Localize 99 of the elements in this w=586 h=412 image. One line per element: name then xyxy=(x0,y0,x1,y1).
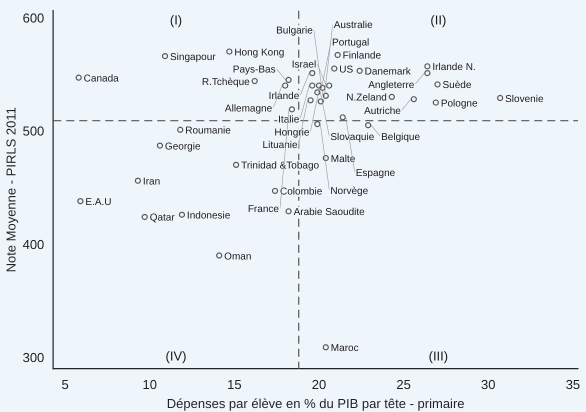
point xyxy=(322,154,329,162)
data-label: Lituanie xyxy=(262,140,298,152)
data-label: Italie xyxy=(278,114,300,126)
data-label: Pologne xyxy=(440,98,478,110)
data-label: Singapour xyxy=(170,52,216,63)
data-label: R.Tchèque xyxy=(202,76,250,88)
data-label: Canada xyxy=(84,73,120,84)
point xyxy=(497,94,504,102)
annotation: (IV) xyxy=(166,348,186,364)
point xyxy=(226,48,232,55)
y-tick-label: 600 xyxy=(22,10,44,26)
point xyxy=(288,106,296,112)
point xyxy=(322,92,329,99)
point xyxy=(331,65,338,72)
y-tick-label: 500 xyxy=(22,124,44,139)
data-label: Irlande N. xyxy=(432,62,476,74)
point xyxy=(309,82,316,89)
data-label: Australie xyxy=(334,20,374,32)
data-label: Israel xyxy=(292,59,316,70)
data-label: Colombie xyxy=(280,186,323,198)
data-label: Finlande xyxy=(342,50,382,62)
point xyxy=(285,76,292,84)
data-label: Norvège xyxy=(330,186,369,197)
point xyxy=(340,114,346,120)
point xyxy=(424,70,430,76)
data-label: Iran xyxy=(142,176,160,188)
data-label: Pays-Bas xyxy=(232,64,276,76)
point xyxy=(77,198,84,204)
data-label: Qatar xyxy=(150,212,176,224)
annotation: (II) xyxy=(430,12,446,28)
data-label: E.A.U xyxy=(85,196,112,208)
data-label: Oman xyxy=(224,251,252,262)
point xyxy=(388,94,395,100)
point xyxy=(178,212,186,218)
data-label: Angleterre xyxy=(368,80,415,91)
point xyxy=(216,252,222,259)
annotation: (I) xyxy=(170,12,182,28)
data-label: N.Zeland xyxy=(346,92,387,104)
data-label: Indonesie xyxy=(186,210,231,222)
point xyxy=(314,89,320,96)
data-label: US xyxy=(339,64,354,76)
point xyxy=(319,84,326,91)
point xyxy=(307,97,314,104)
y-tick-label: 300 xyxy=(22,350,44,366)
data-label: Slovaquie xyxy=(330,132,375,144)
data-label: Hongrie xyxy=(274,128,310,139)
data-label: Danemark xyxy=(364,66,412,78)
point xyxy=(142,214,148,220)
x-tick-label: 5 xyxy=(62,377,69,392)
x-tick-label: 30 xyxy=(481,377,496,392)
point xyxy=(309,70,316,76)
x-tick-label: 20 xyxy=(312,377,326,392)
point xyxy=(326,82,332,89)
point xyxy=(314,120,320,128)
data-label: Espagne xyxy=(356,168,396,180)
point xyxy=(356,68,363,74)
point xyxy=(318,98,324,105)
point xyxy=(252,78,258,84)
x-axis-title: Dépenses par élève en % du PIB par tête - primaire xyxy=(166,396,465,411)
point xyxy=(322,344,329,350)
data-label: Suède xyxy=(442,80,472,92)
data-label: Slovenie xyxy=(505,94,544,105)
data-label: Roumanie xyxy=(185,126,232,137)
point xyxy=(272,188,278,194)
point xyxy=(434,81,441,88)
data-label: Autriche xyxy=(364,106,402,117)
point xyxy=(316,82,322,89)
data-label: Trinidad &Tobago xyxy=(241,160,320,172)
point xyxy=(410,96,417,102)
point xyxy=(282,82,288,89)
data-label: Hong Kong xyxy=(234,47,284,58)
x-tick-label: 15 xyxy=(227,377,242,392)
point xyxy=(162,53,168,60)
y-tick-label: 400 xyxy=(22,236,44,252)
point xyxy=(76,74,82,81)
y-axis-title: Note Moyenne - PIRLS 2011 xyxy=(3,107,18,272)
x-tick-label: 10 xyxy=(142,377,158,392)
data-label: Georgie xyxy=(164,141,201,152)
data-label: France xyxy=(248,204,280,216)
data-label: Belgique xyxy=(381,132,420,143)
data-label: Allemagne xyxy=(224,103,273,114)
data-label: Portugal xyxy=(332,37,370,48)
data-label: Malte xyxy=(330,154,356,165)
point xyxy=(365,122,372,128)
data-label: Irlande xyxy=(268,90,300,102)
point xyxy=(232,162,240,168)
point xyxy=(156,142,164,149)
data-label: Bulgarie xyxy=(276,26,314,37)
point xyxy=(432,99,439,106)
point xyxy=(334,52,341,58)
point xyxy=(177,126,184,133)
data-label: Maroc xyxy=(330,343,359,354)
point xyxy=(134,178,142,184)
point xyxy=(285,208,292,214)
point xyxy=(424,63,430,70)
data-label: Arabie Saoudite xyxy=(294,207,366,218)
x-tick-label: 25 xyxy=(396,377,411,392)
x-tick-label: 35 xyxy=(566,377,580,392)
annotation: (III) xyxy=(428,348,448,364)
